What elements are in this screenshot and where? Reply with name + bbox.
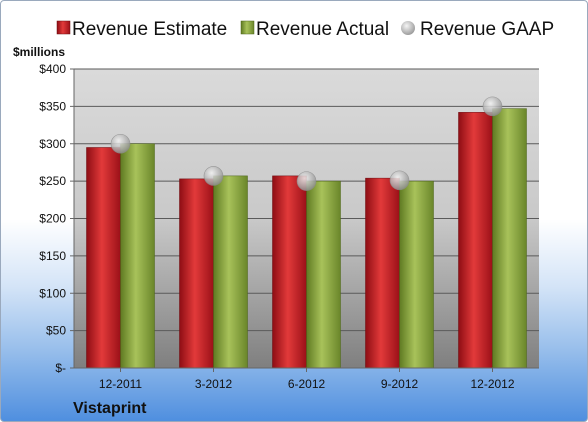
y-tick-label: $50 [46, 324, 66, 338]
bar-estimate [458, 112, 493, 369]
gaap-marker [296, 171, 317, 191]
gaap-marker [482, 96, 503, 117]
x-axis: 12-2011 3-2012 6-2012 9-2012 12-2012 [99, 368, 515, 391]
y-tick-label: $100 [39, 286, 66, 300]
bar-estimate [365, 177, 400, 369]
legend-label-estimate: Revenue Estimate [72, 19, 227, 40]
x-tick-label: 6-2012 [288, 377, 326, 391]
bar-actual [399, 180, 434, 369]
y-tick-label: $250 [39, 174, 66, 188]
legend-swatch-gaap [401, 21, 415, 35]
gaap-marker [110, 133, 131, 154]
bar-estimate [272, 175, 307, 369]
legend-swatch-estimate [56, 20, 71, 35]
legend-swatch-actual [240, 20, 255, 35]
y-tick-label: $300 [39, 137, 66, 151]
legend: Revenue Estimate Revenue Actual Revenue … [56, 19, 554, 40]
x-tick-label: 3-2012 [195, 377, 233, 391]
y-tick-label: $- [55, 361, 66, 375]
legend-label-actual: Revenue Actual [256, 19, 389, 40]
bar-actual [213, 175, 248, 369]
y-axis-units-label: $millions [13, 45, 65, 59]
x-tick-label: 12-2012 [470, 377, 514, 391]
legend-label-gaap: Revenue GAAP [420, 19, 554, 40]
x-tick-label: 9-2012 [381, 377, 419, 391]
x-tick-label: 12-2011 [99, 377, 142, 391]
gaap-marker [389, 170, 410, 191]
y-axis: $- $50 $100 $150 $200 $250 $300 $350 $400 [39, 62, 74, 375]
bar-estimate [86, 147, 121, 369]
bar-actual [120, 143, 155, 369]
y-tick-label: $400 [39, 62, 66, 76]
y-tick-label: $200 [39, 212, 66, 226]
bars [86, 108, 527, 369]
company-label: Vistaprint [73, 400, 147, 417]
gaap-markers [110, 96, 503, 191]
y-tick-label: $150 [39, 249, 66, 263]
bar-estimate [179, 178, 214, 369]
bar-actual [306, 180, 341, 369]
gaap-marker [203, 166, 224, 186]
bar-actual [492, 108, 527, 369]
y-tick-label: $350 [39, 99, 66, 113]
